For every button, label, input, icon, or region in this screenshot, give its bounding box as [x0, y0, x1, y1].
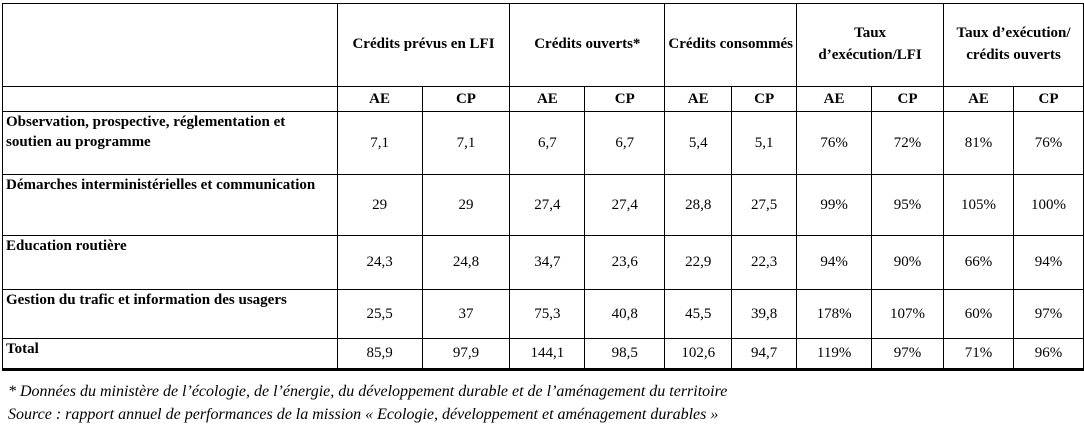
cell-value: 96%: [1012, 338, 1084, 370]
cell-value: 95%: [871, 174, 945, 236]
cell-value: 24,8: [421, 235, 511, 290]
cell-value: 99%: [796, 174, 873, 236]
cell-value: 75,3: [509, 289, 586, 339]
cell-value: 29: [336, 174, 423, 236]
footnotes: * Données du ministère de l’écologie, de…: [8, 381, 727, 426]
cell-value: 27,4: [584, 174, 666, 236]
sub-header-cp: CP: [731, 86, 798, 112]
corner-cell: [2, 3, 338, 87]
cell-value: 25,5: [336, 289, 423, 339]
cell-value: 100%: [1012, 174, 1084, 236]
column-group-credits-consommes: Crédits consommés: [664, 3, 798, 87]
sub-header-ae: AE: [509, 86, 586, 112]
budget-execution-table: Crédits prévus en LFI Crédits ouverts* C…: [2, 3, 1084, 371]
cell-value: 76%: [1012, 111, 1084, 175]
sub-header-cp: CP: [871, 86, 945, 112]
table-row: Démarches interministérielles et communi…: [2, 174, 1084, 236]
footnote-asterisk: * Données du ministère de l’écologie, de…: [8, 383, 728, 400]
cell-value: 22,3: [731, 235, 798, 290]
cell-value: 107%: [871, 289, 945, 339]
cell-value: 24,3: [336, 235, 423, 290]
cell-value: 60%: [943, 289, 1014, 339]
sub-header-row: AE CP AE CP AE CP AE CP AE CP: [2, 86, 1084, 112]
cell-value: 94%: [1012, 235, 1084, 290]
row-label: Gestion du trafic et information des usa…: [2, 289, 338, 339]
cell-value: 97%: [871, 338, 945, 370]
cell-value: 7,1: [421, 111, 511, 175]
group-header-row: Crédits prévus en LFI Crédits ouverts* C…: [2, 3, 1084, 87]
row-label: Education routière: [2, 235, 338, 290]
cell-value: 90%: [871, 235, 945, 290]
cell-value: 85,9: [336, 338, 423, 370]
row-label: Observation, prospective, réglementation…: [2, 111, 338, 175]
cell-value: 6,7: [584, 111, 666, 175]
corner-cell-2: [2, 86, 338, 112]
table-row: Observation, prospective, réglementation…: [2, 111, 1084, 175]
cell-value: 22,9: [664, 235, 733, 290]
cell-value: 76%: [796, 111, 873, 175]
cell-value: 23,6: [584, 235, 666, 290]
cell-value: 37: [421, 289, 511, 339]
cell-value: 27,4: [509, 174, 586, 236]
column-group-taux-lfi: Taux d’exécution/LFI: [796, 3, 945, 87]
column-group-credits-lfi: Crédits prévus en LFI: [336, 3, 511, 87]
sub-header-cp: CP: [1012, 86, 1084, 112]
cell-value: 39,8: [731, 289, 798, 339]
cell-value: 72%: [871, 111, 945, 175]
sub-header-cp: CP: [584, 86, 666, 112]
footnote-source: Source : rapport annuel de performances …: [8, 405, 719, 423]
cell-value: 6,7: [509, 111, 586, 175]
sub-header-ae: AE: [796, 86, 873, 112]
table-row: Gestion du trafic et information des usa…: [2, 289, 1084, 339]
cell-value: 97,9: [421, 338, 511, 370]
row-label: Démarches interministérielles et communi…: [2, 174, 338, 236]
cell-value: 178%: [796, 289, 873, 339]
sub-header-ae: AE: [336, 86, 423, 112]
sub-header-cp: CP: [421, 86, 511, 112]
cell-value: 29: [421, 174, 511, 236]
cell-value: 7,1: [336, 111, 423, 175]
cell-value: 27,5: [731, 174, 798, 236]
table-row-total: Total 85,9 97,9 144,1 98,5 102,6 94,7 11…: [2, 338, 1084, 370]
sub-header-ae: AE: [664, 86, 733, 112]
cell-value: 98,5: [584, 338, 666, 370]
cell-value: 45,5: [664, 289, 733, 339]
cell-value: 5,1: [731, 111, 798, 175]
cell-value: 5,4: [664, 111, 733, 175]
cell-value: 28,8: [664, 174, 733, 236]
cell-value: 97%: [1012, 289, 1084, 339]
cell-value: 40,8: [584, 289, 666, 339]
cell-value: 94%: [796, 235, 873, 290]
column-group-taux-ouverts: Taux d’exécution/ crédits ouverts: [943, 3, 1084, 87]
cell-value: 105%: [943, 174, 1014, 236]
cell-value: 94,7: [731, 338, 798, 370]
cell-value: 81%: [943, 111, 1014, 175]
cell-value: 66%: [943, 235, 1014, 290]
table-row: Education routière 24,3 24,8 34,7 23,6 2…: [2, 235, 1084, 290]
sub-header-ae: AE: [943, 86, 1014, 112]
cell-value: 144,1: [509, 338, 586, 370]
column-group-credits-ouverts: Crédits ouverts*: [509, 3, 666, 87]
cell-value: 34,7: [509, 235, 586, 290]
cell-value: 119%: [796, 338, 873, 370]
cell-value: 102,6: [664, 338, 733, 370]
cell-value: 71%: [943, 338, 1014, 370]
row-label: Total: [2, 338, 338, 370]
